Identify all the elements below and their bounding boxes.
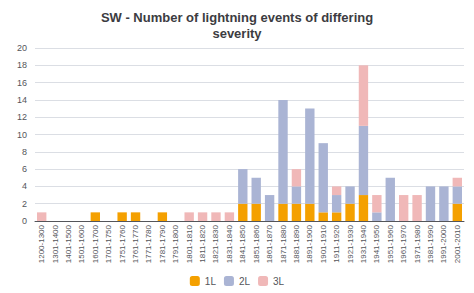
svg-text:12: 12 — [17, 112, 27, 122]
svg-text:1961-1970: 1961-1970 — [399, 224, 408, 263]
svg-text:1L: 1L — [205, 276, 217, 287]
svg-text:18: 18 — [17, 60, 27, 70]
svg-text:1200-1300: 1200-1300 — [37, 224, 46, 263]
svg-text:1991-2000: 1991-2000 — [439, 224, 448, 263]
svg-text:8: 8 — [22, 147, 27, 157]
svg-text:1801-1810: 1801-1810 — [185, 224, 194, 263]
svg-text:0: 0 — [22, 216, 27, 226]
svg-text:2L: 2L — [239, 276, 251, 287]
svg-text:1761-1770: 1761-1770 — [131, 224, 140, 263]
svg-text:1941-1950: 1941-1950 — [372, 224, 381, 263]
svg-text:20: 20 — [17, 43, 27, 53]
svg-text:1911-1920: 1911-1920 — [332, 224, 341, 262]
svg-text:14: 14 — [17, 95, 27, 105]
svg-text:1811-1820: 1811-1820 — [198, 224, 207, 262]
svg-text:1901-1910: 1901-1910 — [319, 224, 328, 263]
svg-text:severity: severity — [212, 26, 262, 41]
svg-text:1301-1400: 1301-1400 — [51, 224, 60, 263]
svg-text:16: 16 — [17, 78, 27, 88]
svg-text:2: 2 — [22, 199, 27, 209]
svg-text:1891-1900: 1891-1900 — [305, 224, 314, 263]
svg-text:1971-1980: 1971-1980 — [413, 224, 422, 263]
svg-text:SW - Number of lightning event: SW - Number of lightning events of diffe… — [101, 10, 373, 25]
svg-text:4: 4 — [22, 181, 27, 191]
svg-text:1501-1600: 1501-1600 — [77, 224, 86, 263]
svg-text:10: 10 — [17, 130, 27, 140]
svg-text:1861-1870: 1861-1870 — [265, 224, 274, 263]
svg-text:1601-1700: 1601-1700 — [91, 224, 100, 263]
svg-text:1751-1760: 1751-1760 — [118, 224, 127, 263]
svg-text:1791-1800: 1791-1800 — [171, 224, 180, 263]
svg-text:2001-2010: 2001-2010 — [453, 224, 462, 263]
svg-text:1951-1960: 1951-1960 — [386, 224, 395, 263]
svg-text:6: 6 — [22, 164, 27, 174]
svg-text:1831-1840: 1831-1840 — [225, 224, 234, 263]
svg-text:1781-1790: 1781-1790 — [158, 224, 167, 263]
svg-text:1921-1930: 1921-1930 — [346, 224, 355, 263]
svg-text:1401-1500: 1401-1500 — [64, 224, 73, 263]
svg-text:1841-1850: 1841-1850 — [238, 224, 247, 263]
svg-text:1701-1750: 1701-1750 — [104, 224, 113, 263]
svg-text:3L: 3L — [273, 276, 285, 287]
svg-text:1851-1860: 1851-1860 — [252, 224, 261, 263]
svg-text:1821-1830: 1821-1830 — [211, 224, 220, 263]
svg-text:1771-1780: 1771-1780 — [144, 224, 153, 263]
svg-text:1881-1890: 1881-1890 — [292, 224, 301, 263]
svg-text:1931-1940: 1931-1940 — [359, 224, 368, 263]
svg-text:1871-1880: 1871-1880 — [279, 224, 288, 263]
svg-text:1981-1990: 1981-1990 — [426, 224, 435, 263]
